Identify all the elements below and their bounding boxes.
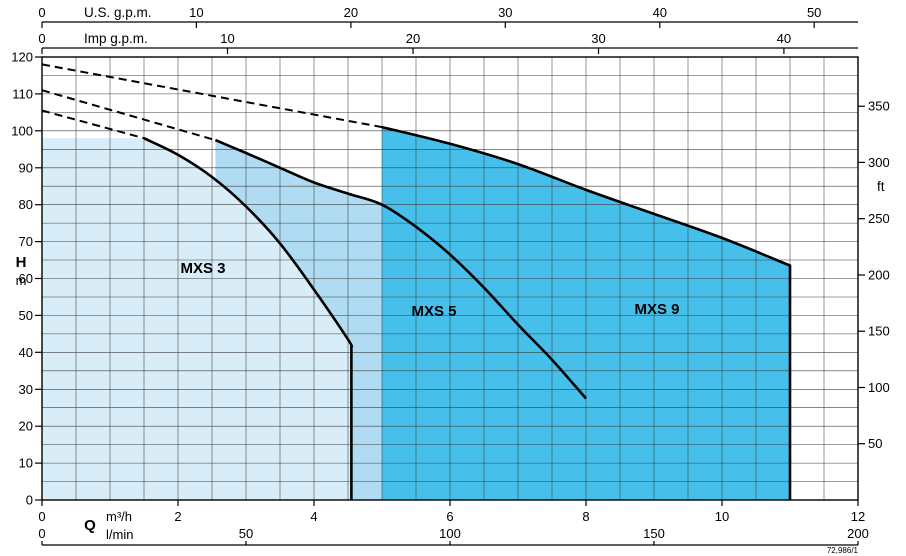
axis-title-flow: Q: [84, 517, 96, 534]
axis-unit-m3h: m³/h: [106, 509, 132, 524]
series-label-mxs3: MXS 3: [180, 260, 225, 277]
tick-label-q-m3h: 6: [446, 509, 453, 524]
dashed-curve-mxs-3: [41, 109, 145, 140]
axis-title-imp-gpm: Imp g.p.m.: [84, 31, 148, 46]
tick-label-q-m3h: 12: [851, 509, 865, 524]
tick-label-q-lmin: 50: [239, 526, 253, 541]
tick-label-h-m: 40: [19, 345, 33, 360]
chart-ref-code: 72,986/1: [827, 546, 859, 555]
chart-generated-layer: 0 10 20 30 40 500 10 20 30 4001020304050607080901…: [11, 5, 890, 546]
tick-label-us-gpm: 30: [498, 5, 512, 20]
axis-title-head: H: [16, 254, 27, 271]
tick-label-h-m: 60: [19, 271, 33, 286]
axis-unit-m: m: [16, 273, 27, 288]
curve-mxs-3: [143, 137, 354, 500]
tick-label-h-m: 90: [19, 160, 33, 175]
tick-label-h-m: 100: [11, 123, 33, 138]
tick-label-h-m: 50: [19, 308, 33, 323]
tick-label-us-gpm: 0: [38, 5, 45, 20]
tick-label-us-gpm: 40: [653, 5, 667, 20]
tick-label-h-m: 110: [12, 86, 33, 101]
tick-label-q-m3h: 10: [715, 509, 729, 524]
tick-label-h-m: 70: [19, 234, 33, 249]
tick-label-h-ft: 100: [868, 380, 890, 395]
tick-label-q-m3h: 2: [174, 509, 181, 524]
series-label-mxs9: MXS 9: [634, 301, 679, 318]
tick-label-h-m: 30: [19, 382, 33, 397]
tick-label-h-m: 0: [26, 493, 33, 508]
tick-label-us-gpm: 10: [189, 5, 203, 20]
tick-label-h-ft: 250: [868, 211, 890, 226]
dashed-curve-mxs-5: [41, 89, 216, 142]
axis-title-us-gpm: U.S. g.p.m.: [84, 5, 152, 20]
curve-mxs-5: [214, 138, 587, 400]
dashed-curve-mxs-9: [41, 63, 383, 129]
tick-label-us-gpm: 50: [807, 5, 821, 20]
axis-unit-ft: ft: [877, 179, 885, 194]
tick-label-q-lmin: 100: [439, 526, 461, 541]
tick-label-imp-gpm: 30: [591, 31, 605, 46]
tick-label-imp-gpm: 20: [406, 31, 420, 46]
tick-label-h-ft: 150: [868, 324, 890, 339]
curve-mxs-9: [381, 125, 792, 500]
axis-unit-lmin: l/min: [106, 527, 133, 542]
tick-label-q-m3h: 4: [310, 509, 317, 524]
tick-label-imp-gpm: 0: [38, 31, 45, 46]
chart-static-labels: U.S. g.p.m. Imp g.p.m. H m ft Q m³/h l/m…: [16, 5, 885, 555]
tick-label-h-ft: 300: [868, 155, 890, 170]
tick-label-h-m: 120: [11, 50, 33, 65]
tick-label-h-ft: 350: [868, 99, 890, 114]
series-label-mxs5: MXS 5: [411, 303, 456, 320]
tick-label-us-gpm: 20: [344, 5, 358, 20]
region-mxs-3: [42, 138, 352, 500]
tick-label-h-m: 20: [19, 419, 33, 434]
tick-label-h-ft: 200: [868, 268, 890, 283]
tick-label-imp-gpm: 40: [777, 31, 791, 46]
tick-label-h-m: 80: [19, 197, 33, 212]
tick-label-q-m3h: 8: [582, 509, 589, 524]
tick-label-q-lmin: 0: [38, 526, 45, 541]
tick-label-h-m: 10: [19, 456, 33, 471]
tick-label-q-lmin: 200: [847, 526, 869, 541]
tick-label-h-ft: 50: [868, 436, 882, 451]
tick-label-imp-gpm: 10: [220, 31, 234, 46]
tick-label-q-lmin: 150: [643, 526, 665, 541]
tick-label-q-m3h: 0: [38, 509, 45, 524]
